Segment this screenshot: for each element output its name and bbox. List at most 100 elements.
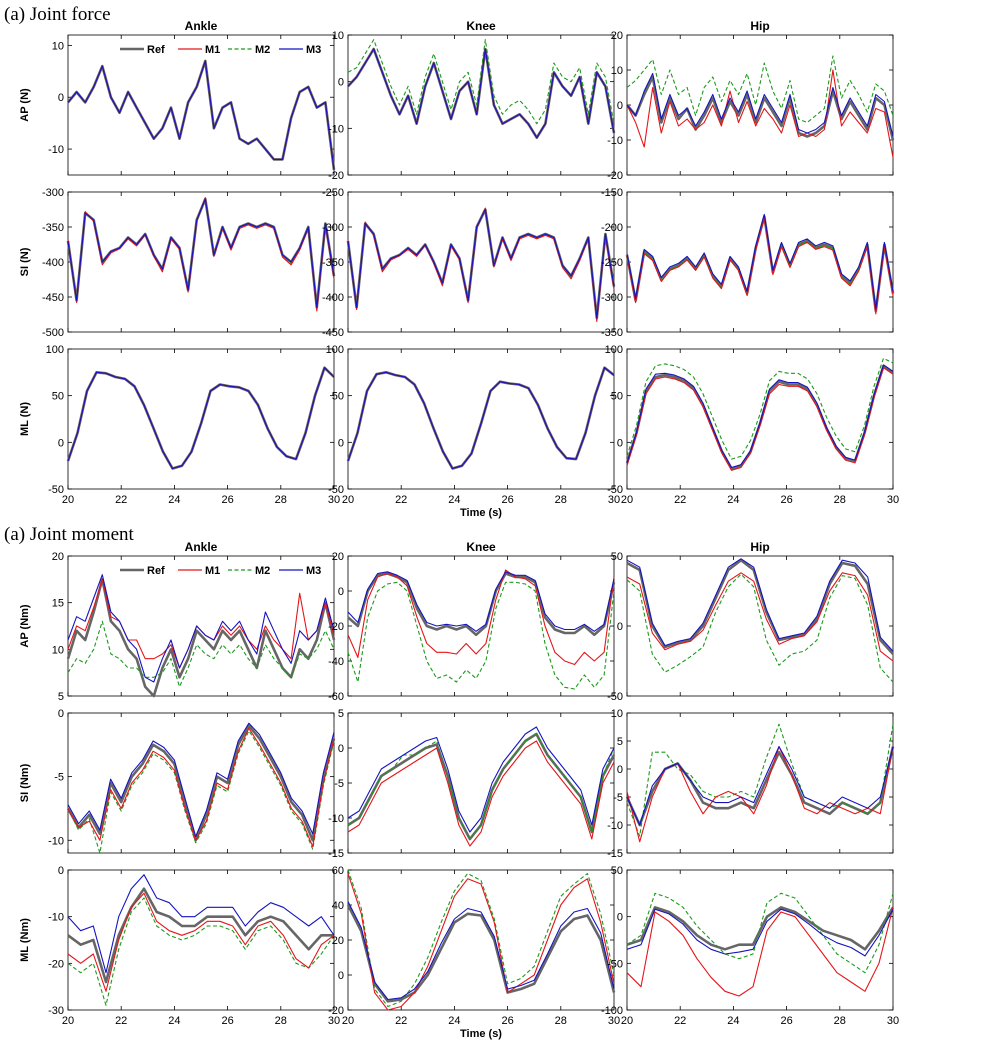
x-tick-label: 28	[275, 494, 287, 506]
y-tick-label: 50	[611, 865, 623, 877]
y-tick-label: -20	[328, 1005, 344, 1017]
series-line-ref	[346, 904, 616, 1003]
y-tick-label: -20	[607, 170, 623, 182]
series-line-m2	[347, 733, 615, 840]
y-tick-label: 100	[46, 344, 64, 356]
plot-frame	[626, 555, 894, 697]
plot-frame	[347, 34, 615, 176]
x-axis-label: Time (s)	[460, 1028, 502, 1040]
chart-force-ankle-0: Ankle -10 0 10 AP (N) Ref M1 M2 M3	[19, 19, 336, 176]
x-tick-label: 20	[62, 494, 74, 506]
y-tick-label: -50	[607, 691, 623, 703]
y-tick-label: -60	[328, 691, 344, 703]
x-tick-label: 24	[727, 494, 739, 506]
plot-frame	[67, 348, 335, 490]
x-tick-label: 22	[674, 1015, 686, 1027]
series-line-m3	[626, 558, 894, 652]
y-tick-label: -10	[48, 835, 64, 847]
series-line-m1	[67, 727, 335, 848]
x-tick-label: 24	[448, 1015, 460, 1027]
y-tick-label: 20	[332, 935, 344, 947]
series-line-m3	[347, 726, 615, 833]
chart-moment-hip-2: -100 -50 0 50 20 22 24 26 28 30	[601, 865, 899, 1027]
column-title-hip: Hip	[750, 19, 769, 33]
x-tick-label: 20	[621, 494, 633, 506]
x-tick-label: 28	[275, 1015, 287, 1027]
series-line-m1	[626, 69, 894, 158]
y-tick-label: -50	[328, 484, 344, 496]
y-tick-label: -10	[48, 144, 64, 156]
series-line-m2	[347, 869, 615, 1008]
series-line-m3	[626, 72, 894, 137]
legend-label-m1: M1	[205, 44, 220, 56]
x-tick-label: 24	[168, 494, 180, 506]
y-tick-label: 0	[338, 437, 344, 449]
x-tick-label: 20	[342, 494, 354, 506]
y-tick-label: 0	[58, 92, 64, 104]
y-tick-label: 5	[617, 736, 623, 748]
y-tick-label: 0	[58, 865, 64, 877]
column-title-knee: Knee	[466, 19, 496, 33]
y-tick-label: -250	[601, 257, 623, 269]
series-line-m1	[626, 218, 894, 315]
series-line-m1	[347, 873, 615, 1011]
x-axis-label: Time (s)	[460, 507, 502, 519]
y-tick-label: -350	[42, 222, 64, 234]
chart-moment-hip-1: -15 -10 -5 0 5 10	[607, 708, 895, 860]
legend-label-ref: Ref	[147, 565, 165, 577]
y-tick-label: 10	[611, 708, 623, 720]
column-title-knee: Knee	[466, 540, 496, 554]
series-line-m3	[347, 208, 615, 319]
column-title-hip: Hip	[750, 540, 769, 554]
y-tick-label: -50	[607, 484, 623, 496]
x-tick-label: 22	[395, 494, 407, 506]
y-tick-label: 50	[52, 391, 64, 403]
series-line-m1	[626, 367, 894, 471]
plot-frame	[347, 555, 615, 697]
y-tick-label: 0	[617, 100, 623, 112]
x-tick-label: 28	[555, 1015, 567, 1027]
x-tick-label: 22	[115, 494, 127, 506]
plot-frame	[626, 348, 894, 490]
y-tick-label: 0	[338, 586, 344, 598]
y-tick-label: -300	[601, 292, 623, 304]
y-tick-label: 10	[52, 40, 64, 52]
section-title-force: (a) Joint force	[4, 4, 111, 25]
legend: Ref M1 M2 M3	[120, 565, 321, 577]
y-tick-label: 5	[58, 691, 64, 703]
series-line-ref	[66, 724, 336, 842]
plot-frame	[67, 712, 335, 854]
y-axis-label: SI (Nm)	[19, 763, 31, 802]
y-tick-label: -10	[48, 912, 64, 924]
y-tick-label: -5	[334, 778, 344, 790]
chart-force-ankle-2: -50 0 50 100 20 22 24 26 28 30 ML (N)	[19, 344, 340, 506]
y-tick-label: -100	[601, 1005, 623, 1017]
y-tick-label: 0	[617, 621, 623, 633]
chart-moment-knee-1: -15 -10 -5 0 5	[328, 708, 616, 860]
y-tick-label: 50	[611, 391, 623, 403]
y-tick-label: -250	[322, 187, 344, 199]
x-tick-label: 30	[608, 1015, 620, 1027]
x-tick-label: 30	[887, 1015, 899, 1027]
plot-frame	[347, 348, 615, 490]
y-tick-label: 10	[332, 30, 344, 42]
y-tick-label: 50	[611, 551, 623, 563]
x-tick-label: 30	[887, 494, 899, 506]
y-tick-label: 20	[332, 551, 344, 563]
y-tick-label: -20	[328, 170, 344, 182]
y-axis-label: AP (N)	[19, 88, 31, 122]
column-title-ankle: Ankle	[185, 19, 218, 33]
chart-moment-ankle-0: Ankle 5 10 15 20 AP (Nm) Ref M1 M2 M3	[19, 540, 336, 703]
y-tick-label: 0	[617, 437, 623, 449]
series-line-m2	[626, 573, 894, 683]
series-line-m3	[67, 574, 335, 683]
y-tick-label: 60	[332, 865, 344, 877]
y-tick-label: -150	[601, 187, 623, 199]
y-tick-label: -350	[322, 257, 344, 269]
series-line-m1	[347, 569, 615, 666]
x-tick-label: 30	[328, 1015, 340, 1027]
y-tick-label: 40	[332, 900, 344, 912]
plot-frame	[626, 191, 894, 333]
